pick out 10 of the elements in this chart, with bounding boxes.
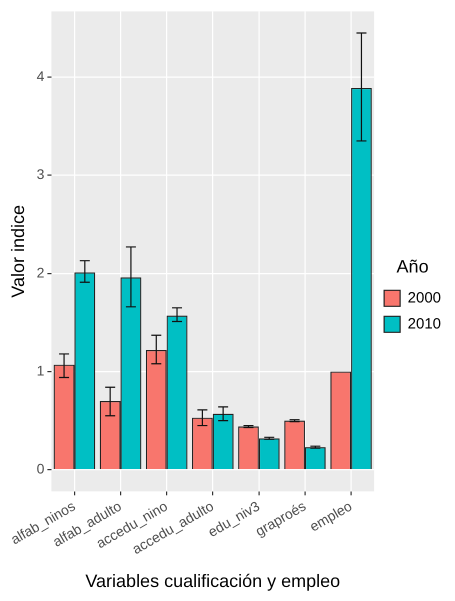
x-axis-title: Variables cualificación y empleo (85, 571, 340, 592)
y-tick-label: 4 (36, 68, 45, 84)
y-tick-label: 3 (36, 166, 45, 182)
y-tick-label: 2 (36, 264, 45, 280)
legend-label: 2010 (408, 315, 442, 332)
y-tick-label: 0 (36, 460, 45, 477)
y-axis-title: Valor indice (8, 204, 28, 298)
legend-title: Año (396, 256, 429, 277)
y-tick-label: 1 (36, 362, 45, 378)
legend-label: 2000 (408, 289, 442, 306)
